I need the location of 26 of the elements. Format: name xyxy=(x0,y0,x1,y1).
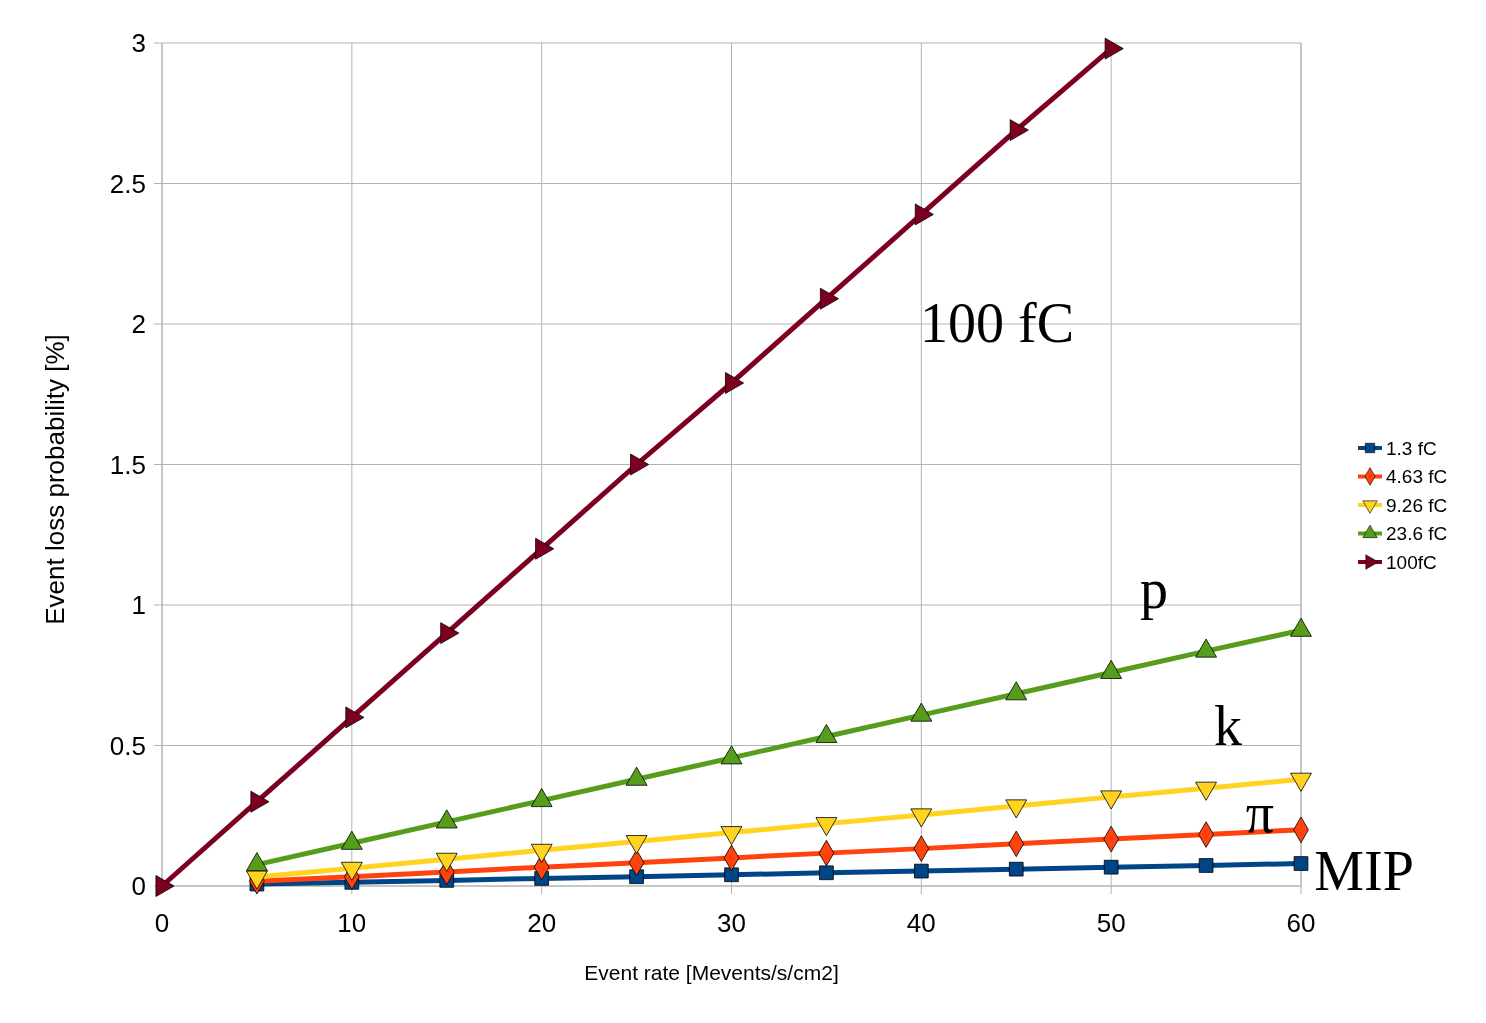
x-tick-label: 40 xyxy=(906,908,936,938)
annotation: p xyxy=(1140,557,1168,620)
legend-label: 1.3 fC xyxy=(1386,437,1437,459)
legend-label: 23.6 fC xyxy=(1386,523,1448,545)
y-tick-label: 2 xyxy=(131,309,146,340)
y-tick-label: 1.5 xyxy=(109,449,146,480)
y-tick-label: 3 xyxy=(131,28,146,59)
y-tick-label: 0.5 xyxy=(109,730,146,761)
x-tick-label: 60 xyxy=(1286,908,1316,938)
y-tick-label: 0 xyxy=(131,871,146,902)
x-axis-title: Event rate [Mevents/s/cm2] xyxy=(584,961,839,984)
legend-label: 9.26 fC xyxy=(1386,494,1448,516)
legend-label: 4.63 fC xyxy=(1386,466,1448,488)
legend-label: 100fC xyxy=(1386,551,1437,573)
annotation: 100 fC xyxy=(920,291,1074,354)
y-tick-label: 2.5 xyxy=(109,168,146,199)
x-tick-label: 20 xyxy=(527,908,557,938)
x-tick-label: 0 xyxy=(154,908,170,938)
x-tick-label: 30 xyxy=(717,908,746,938)
y-axis-title: Event loss probability [%] xyxy=(40,334,70,625)
y-tick-label: 1 xyxy=(131,590,146,621)
x-tick-label: 10 xyxy=(337,908,367,938)
text: MIP xyxy=(1314,839,1414,902)
annotation: π xyxy=(1245,781,1275,844)
x-tick-label: 50 xyxy=(1096,908,1126,938)
annotation: k xyxy=(1214,694,1242,757)
